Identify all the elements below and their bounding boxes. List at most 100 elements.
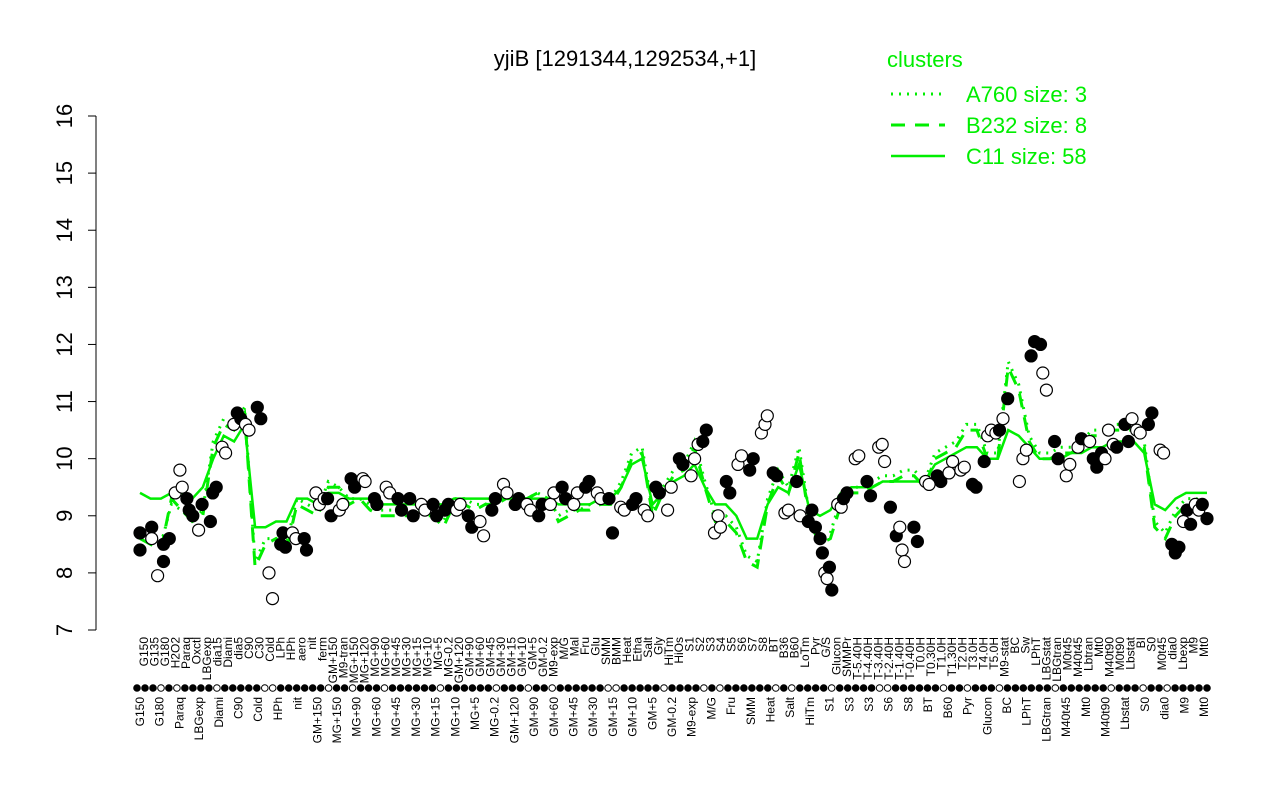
x-tick-label: M9-exp	[685, 697, 699, 737]
rug-mark	[668, 684, 676, 692]
x-tick-label: Pyr	[961, 697, 975, 715]
data-point	[1051, 452, 1065, 466]
x-tick-label: Diami	[221, 637, 235, 668]
data-point	[652, 486, 667, 500]
data-point	[262, 566, 276, 580]
data-point	[336, 497, 350, 511]
data-point	[567, 497, 581, 511]
rug-mark	[883, 684, 892, 692]
data-point	[992, 423, 1007, 437]
x-tick-label: GM+150	[310, 697, 324, 744]
x-tick-label: S4	[714, 637, 728, 652]
x-tick-label: S0	[1145, 637, 1159, 652]
data-point	[664, 480, 678, 494]
rug-mark	[1203, 684, 1211, 692]
data-point	[840, 486, 854, 500]
rug-mark	[708, 684, 716, 692]
data-point	[133, 543, 147, 557]
x-tick-label: GM+30	[586, 697, 600, 737]
x-tick-label: GM+90	[527, 697, 541, 737]
x-tick-label: C30	[252, 637, 266, 659]
x-tick-label: S6	[735, 637, 749, 652]
data-point	[543, 497, 558, 511]
rug-mark	[1051, 684, 1060, 692]
x-tick-label: T1.30H	[945, 637, 959, 676]
x-tick-label: GM+60	[547, 697, 561, 737]
rug-mark	[700, 684, 708, 692]
x-tick-label: MG+90	[368, 637, 382, 677]
rug-mark	[796, 684, 804, 692]
data-point	[278, 540, 292, 554]
data-point	[1145, 406, 1159, 420]
rug-mark	[245, 684, 253, 692]
x-tick-label: T-3.40H	[872, 637, 886, 680]
x-tick-label: GM+60	[473, 637, 487, 677]
data-point	[875, 437, 889, 451]
x-tick-label: M9	[1187, 637, 1201, 654]
rug-mark	[764, 684, 772, 692]
x-tick-label: M/G	[557, 637, 571, 660]
rug-mark	[780, 684, 788, 692]
rug-mark	[907, 684, 916, 692]
data-point	[713, 520, 728, 534]
data-point	[822, 560, 837, 574]
x-tick-label: S5	[725, 637, 739, 652]
data-point	[897, 554, 912, 569]
x-tick-label: BI	[1134, 637, 1148, 648]
rug-mark	[620, 684, 628, 692]
rug-mark	[324, 684, 333, 692]
x-tick-label: nit	[291, 696, 305, 709]
data-point	[1036, 366, 1050, 380]
x-tick-label: HiOs	[672, 637, 686, 664]
data-point	[969, 480, 983, 494]
rug-mark	[460, 684, 469, 692]
x-tick-label: GM+10	[626, 697, 640, 737]
x-tick-label: S1	[823, 697, 837, 712]
x-tick-label: GM-0.2	[536, 637, 550, 677]
x-tick-label: GM+5	[645, 697, 659, 730]
x-tick-label: aero	[294, 637, 308, 661]
x-tick-label: T4.0H	[977, 637, 991, 670]
data-point	[893, 520, 907, 534]
data-point	[770, 469, 784, 483]
rug-mark	[1083, 684, 1091, 692]
rug-mark	[724, 684, 732, 692]
rug-mark	[396, 684, 405, 692]
data-point	[723, 486, 737, 500]
data-point	[1083, 434, 1097, 449]
chart-title: yjiB [1291344,1292534,+1]	[494, 46, 756, 71]
rug-mark	[851, 684, 860, 692]
data-point	[808, 520, 823, 534]
data-point	[696, 434, 710, 449]
x-tick-label: GM+5	[525, 637, 539, 670]
x-tick-label: M9	[1177, 697, 1191, 714]
data-point	[348, 480, 362, 494]
x-tick-label: Mt0	[1197, 697, 1211, 717]
data-point	[299, 543, 314, 557]
x-tick-label: MG+60	[369, 697, 383, 737]
rug-mark	[955, 684, 964, 692]
data-point	[813, 531, 827, 546]
data-point	[883, 500, 898, 514]
x-tick-label: Glu	[588, 637, 602, 656]
data-point	[711, 509, 725, 523]
x-tick-label: T-5.40H	[851, 637, 865, 680]
data-point	[321, 492, 335, 506]
y-tick-label: 10	[52, 446, 77, 470]
rug-mark	[652, 684, 660, 692]
data-point	[488, 492, 502, 506]
y-tick-label: 14	[52, 218, 77, 242]
data-point	[907, 520, 921, 534]
rug-mark	[987, 684, 996, 692]
rug-mark	[732, 684, 740, 692]
data-point	[746, 452, 760, 466]
rug-mark	[979, 684, 988, 692]
rug-mark	[1091, 684, 1099, 692]
rug-mark	[676, 684, 684, 692]
data-point	[1200, 511, 1214, 526]
data-point	[219, 446, 233, 460]
rug-mark	[524, 684, 533, 692]
x-tick-label: HiTm	[803, 697, 817, 726]
data-point	[133, 526, 147, 540]
